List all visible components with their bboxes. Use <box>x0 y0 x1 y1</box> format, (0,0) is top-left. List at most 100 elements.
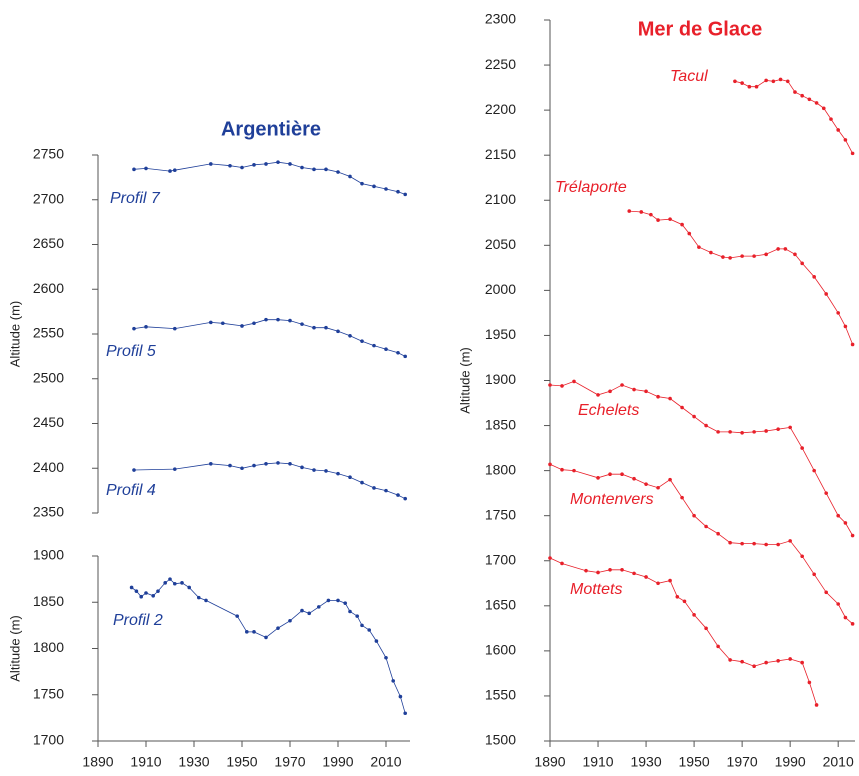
data-point <box>800 93 804 98</box>
data-point <box>850 622 855 626</box>
data-point <box>252 630 256 634</box>
data-point <box>716 430 720 434</box>
series-label: Tacul <box>670 68 708 85</box>
data-point <box>372 184 376 189</box>
data-point <box>168 169 172 173</box>
y-tick-label: 2200 <box>485 101 516 117</box>
data-point <box>836 513 840 518</box>
y-tick-label: 1900 <box>485 371 516 387</box>
data-point <box>245 630 249 634</box>
data-point <box>843 615 848 620</box>
data-point <box>151 593 155 598</box>
y-tick-label: 2500 <box>33 369 64 385</box>
y-tick-label: 1500 <box>485 732 516 748</box>
data-point <box>372 343 376 348</box>
y-tick-label: 1800 <box>33 639 64 655</box>
x-tick-label: 1970 <box>727 754 758 770</box>
data-point <box>620 567 624 572</box>
data-point <box>728 430 732 434</box>
y-tick-label: 1550 <box>485 687 516 703</box>
x-tick-label: 1970 <box>274 754 305 770</box>
x-tick-label: 1890 <box>534 754 565 770</box>
data-point <box>548 383 552 387</box>
series-line <box>549 380 853 536</box>
x-tick-label: 2010 <box>823 754 854 770</box>
y-tick-label: 2350 <box>33 504 64 520</box>
data-point <box>560 467 564 472</box>
data-point <box>850 342 855 347</box>
data-point <box>752 430 756 434</box>
data-point <box>264 635 268 640</box>
data-point <box>793 252 797 257</box>
data-point <box>778 77 783 82</box>
data-point <box>800 261 804 266</box>
data-point <box>336 329 340 334</box>
data-point <box>139 594 143 599</box>
data-point <box>843 521 848 525</box>
data-point <box>396 189 400 194</box>
data-point <box>312 167 316 172</box>
data-point <box>764 78 768 83</box>
data-point <box>850 533 855 538</box>
y-tick-label: 2550 <box>33 325 64 341</box>
series-line <box>734 79 853 154</box>
data-point <box>785 79 790 84</box>
data-point <box>704 423 708 428</box>
data-point <box>235 614 239 618</box>
data-point <box>812 572 816 577</box>
data-point <box>348 333 352 338</box>
data-point <box>668 578 672 583</box>
data-point <box>656 581 660 586</box>
data-point <box>836 602 840 606</box>
data-point <box>728 540 732 545</box>
data-point <box>668 396 672 401</box>
data-point <box>716 531 720 536</box>
data-point <box>204 598 208 603</box>
data-point <box>264 162 268 166</box>
data-point <box>692 613 696 617</box>
data-point <box>360 480 364 485</box>
data-point <box>312 325 316 330</box>
x-tick-label: 1910 <box>130 754 161 770</box>
data-point <box>704 626 708 631</box>
y-tick-label: 1700 <box>33 732 64 748</box>
series-label: Montenvers <box>570 491 654 508</box>
data-point <box>360 623 364 628</box>
data-point <box>228 463 232 468</box>
data-point <box>814 101 819 105</box>
data-point <box>704 524 708 529</box>
data-point <box>843 324 848 329</box>
data-point <box>288 318 292 323</box>
y-axis-label: Altitude (m) <box>7 615 22 681</box>
series-label: Mottets <box>570 581 622 598</box>
chart-title: Argentière <box>221 118 321 140</box>
data-point <box>608 389 612 394</box>
data-point <box>812 468 816 473</box>
data-point <box>264 461 268 466</box>
data-point <box>300 465 304 470</box>
data-point <box>360 339 364 343</box>
data-point <box>692 414 696 419</box>
y-tick-label: 1850 <box>485 416 516 432</box>
data-point <box>807 97 812 102</box>
data-point <box>252 321 256 326</box>
x-tick-label: 1990 <box>775 754 806 770</box>
data-point <box>764 429 768 433</box>
data-point <box>343 601 348 605</box>
y-tick-label: 2600 <box>33 280 64 296</box>
data-point <box>355 614 360 618</box>
data-point <box>132 468 136 472</box>
y-tick-label: 2450 <box>33 414 64 430</box>
series-label: Profil 5 <box>106 343 156 360</box>
y-tick-label: 2300 <box>485 11 516 27</box>
data-point <box>276 160 280 164</box>
y-tick-label: 2050 <box>485 236 516 252</box>
x-tick-label: 2010 <box>370 754 401 770</box>
y-tick-label: 2100 <box>485 191 516 207</box>
data-point <box>300 322 304 326</box>
data-point <box>764 542 768 547</box>
data-point <box>548 462 552 467</box>
data-point <box>336 598 340 603</box>
y-tick-label: 1850 <box>33 593 64 609</box>
